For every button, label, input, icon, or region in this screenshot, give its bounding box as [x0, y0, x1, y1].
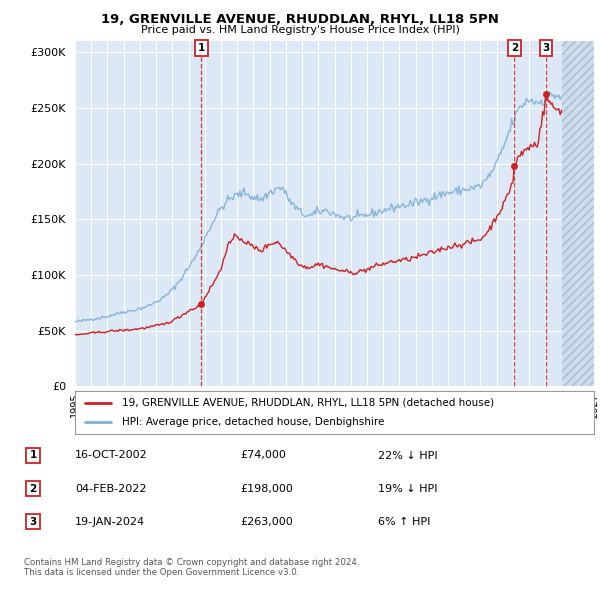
Text: 04-FEB-2022: 04-FEB-2022 [75, 484, 146, 493]
Bar [562, 41, 594, 386]
Text: 3: 3 [542, 43, 550, 53]
Text: HPI: Average price, detached house, Denbighshire: HPI: Average price, detached house, Denb… [122, 417, 384, 427]
Text: 3: 3 [29, 517, 37, 526]
Text: 19, GRENVILLE AVENUE, RHUDDLAN, RHYL, LL18 5PN: 19, GRENVILLE AVENUE, RHUDDLAN, RHYL, LL… [101, 13, 499, 26]
Text: £74,000: £74,000 [240, 451, 286, 460]
Bar [562, 41, 594, 386]
Text: 1: 1 [29, 451, 37, 460]
Text: This data is licensed under the Open Government Licence v3.0.: This data is licensed under the Open Gov… [24, 568, 299, 576]
Text: 1: 1 [198, 43, 205, 53]
Text: £198,000: £198,000 [240, 484, 293, 493]
Text: Price paid vs. HM Land Registry's House Price Index (HPI): Price paid vs. HM Land Registry's House … [140, 25, 460, 35]
Text: 16-OCT-2002: 16-OCT-2002 [75, 451, 148, 460]
Text: £263,000: £263,000 [240, 517, 293, 526]
Text: 6% ↑ HPI: 6% ↑ HPI [378, 517, 430, 526]
Text: 2: 2 [29, 484, 37, 493]
Text: 19% ↓ HPI: 19% ↓ HPI [378, 484, 437, 493]
Text: 19-JAN-2024: 19-JAN-2024 [75, 517, 145, 526]
Text: 22% ↓ HPI: 22% ↓ HPI [378, 451, 437, 460]
Text: 2: 2 [511, 43, 518, 53]
Text: Contains HM Land Registry data © Crown copyright and database right 2024.: Contains HM Land Registry data © Crown c… [24, 558, 359, 566]
Text: 19, GRENVILLE AVENUE, RHUDDLAN, RHYL, LL18 5PN (detached house): 19, GRENVILLE AVENUE, RHUDDLAN, RHYL, LL… [122, 398, 494, 408]
